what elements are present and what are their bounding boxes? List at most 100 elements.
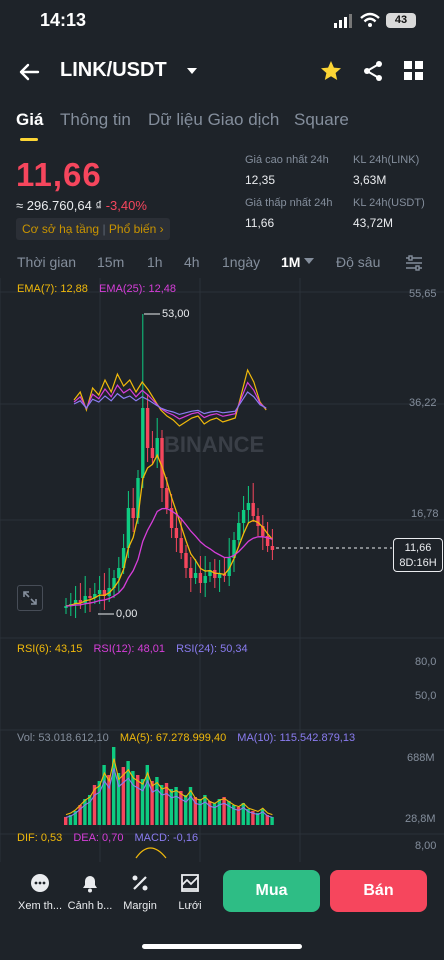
volume-bar xyxy=(251,811,255,825)
candle-body xyxy=(208,570,212,576)
nav-alert-label: Cảnh b... xyxy=(67,900,113,912)
ma5-line xyxy=(65,758,273,816)
nav-chat[interactable]: Xem th... xyxy=(12,872,68,912)
ema25-label: EMA(25): 12,48 xyxy=(98,283,177,295)
tf-4h[interactable]: 4h xyxy=(184,254,200,270)
countdown-label: 8D:16H xyxy=(399,557,437,569)
candle-body xyxy=(213,570,217,578)
volume-bar xyxy=(174,787,178,825)
tab-square[interactable]: Square xyxy=(294,110,349,129)
candle-body xyxy=(126,508,131,548)
nav-chat-label: Xem th... xyxy=(17,900,63,912)
vol-usdt-label: KL 24h(USDT) xyxy=(353,197,425,209)
expand-icon xyxy=(23,591,37,605)
volume-bar xyxy=(121,767,125,825)
vol-link-label: KL 24h(LINK) xyxy=(353,154,420,166)
volume-bar xyxy=(160,785,164,825)
volume-bar xyxy=(270,817,274,825)
watermark: BINANCE xyxy=(164,432,264,457)
candle-body xyxy=(112,578,116,588)
volume-bar xyxy=(145,765,149,825)
ma10-line xyxy=(65,768,273,818)
tag-popular[interactable]: Phổ biến xyxy=(108,222,157,236)
dif-label: DIF: 0,53 xyxy=(17,832,63,844)
fiat-value: ≈ 296.760,64 ₫ xyxy=(16,198,103,213)
y-tick-top: 55,65 xyxy=(409,288,437,300)
volume-bar xyxy=(116,773,121,825)
chart-area[interactable]: BINANCE xyxy=(0,278,444,862)
status-bar: 14:13 43 xyxy=(0,0,444,44)
candle-body xyxy=(97,590,102,594)
vol-usdt-value: 43,72M xyxy=(353,216,394,230)
tf-1h[interactable]: 1h xyxy=(147,254,163,270)
rsi-tick-50: 50,0 xyxy=(415,690,437,702)
candle-body xyxy=(261,526,265,536)
candle-body xyxy=(117,568,121,578)
volume-bar xyxy=(83,799,87,825)
tab-price[interactable]: Giá xyxy=(16,110,44,129)
volume-bar xyxy=(188,787,193,825)
star-icon[interactable] xyxy=(320,60,342,82)
y-tick-low: 16,78 xyxy=(411,508,439,520)
timeframe-bar: Thời gian 15m 1h 4h 1ngày 1M Độ sâu xyxy=(0,254,444,276)
tab-info[interactable]: Thông tin xyxy=(60,110,131,129)
volume-bar xyxy=(92,785,97,825)
volume-bar xyxy=(136,775,140,825)
candle-body xyxy=(131,508,135,518)
dif-line xyxy=(135,847,167,859)
nav-margin-label: Margin xyxy=(123,900,157,912)
high-24h-label: Giá cao nhất 24h xyxy=(245,154,329,166)
tf-time[interactable]: Thời gian xyxy=(17,254,76,270)
category-tags[interactable]: Cơ sở hạ tầng | Phổ biến › xyxy=(16,218,170,240)
status-time: 14:13 xyxy=(40,10,87,30)
rsi6-line xyxy=(73,368,267,427)
volume-bar xyxy=(241,803,245,825)
grid-menu-icon[interactable] xyxy=(404,61,424,81)
tf-depth[interactable]: Độ sâu xyxy=(336,254,381,270)
candle-body xyxy=(102,590,107,596)
buy-button[interactable]: Mua xyxy=(223,870,320,912)
low-marker: 0,00 xyxy=(116,608,138,620)
volume-bar xyxy=(68,815,73,825)
volume-bar xyxy=(212,803,217,825)
y-tick-mid: 36,22 xyxy=(409,397,437,409)
percent-icon xyxy=(132,875,148,891)
candle-body xyxy=(179,538,183,553)
ma5-label: MA(5): 67.278.999,40 xyxy=(119,732,227,744)
volume-bar xyxy=(107,775,111,825)
nav-grid[interactable]: Lưới xyxy=(162,872,218,912)
tag-infrastructure[interactable]: Cơ sở hạ tầng xyxy=(22,222,100,236)
tf-1m[interactable]: 1M xyxy=(281,254,301,270)
chat-icon xyxy=(31,874,49,892)
pair-title[interactable]: LINK/USDT xyxy=(60,59,167,81)
back-arrow-icon[interactable] xyxy=(18,62,40,82)
tf-1d[interactable]: 1ngày xyxy=(222,254,261,270)
high-24h-value: 12,35 xyxy=(245,173,276,187)
volume-bar xyxy=(232,805,236,825)
volume-bar xyxy=(236,807,241,825)
dea-label: DEA: 0,70 xyxy=(73,832,124,844)
nav-margin[interactable]: Margin xyxy=(112,872,168,912)
fullscreen-button[interactable] xyxy=(17,585,43,611)
chart-settings-icon[interactable] xyxy=(405,255,423,271)
ema25-line xyxy=(65,507,273,607)
volume-bar xyxy=(208,801,212,825)
tab-trading-data[interactable]: Dữ liệu Giao dịch xyxy=(148,110,280,129)
home-indicator xyxy=(142,944,302,949)
share-icon[interactable] xyxy=(362,60,384,82)
nav-alert[interactable]: Cảnh b... xyxy=(62,872,118,912)
volume-bar xyxy=(131,771,135,825)
vol-tick-low: 28,8M xyxy=(405,813,436,825)
macd-label: MACD: -0,16 xyxy=(134,832,199,844)
candle-body xyxy=(141,408,145,478)
volume-bar xyxy=(164,783,169,825)
bottom-bar: Xem th... Cảnh b... Margin Lưới Mua Bán xyxy=(0,862,444,960)
chevron-down-icon[interactable] xyxy=(186,66,198,76)
volume-bar xyxy=(155,777,159,825)
volume-bar xyxy=(198,799,202,825)
current-price-label: 11,66 xyxy=(404,542,432,554)
rsi24-label: RSI(24): 50,34 xyxy=(176,643,248,655)
tf-15m[interactable]: 15m xyxy=(97,254,125,270)
tf-chevron-icon[interactable] xyxy=(304,258,314,266)
sell-button[interactable]: Bán xyxy=(330,870,427,912)
